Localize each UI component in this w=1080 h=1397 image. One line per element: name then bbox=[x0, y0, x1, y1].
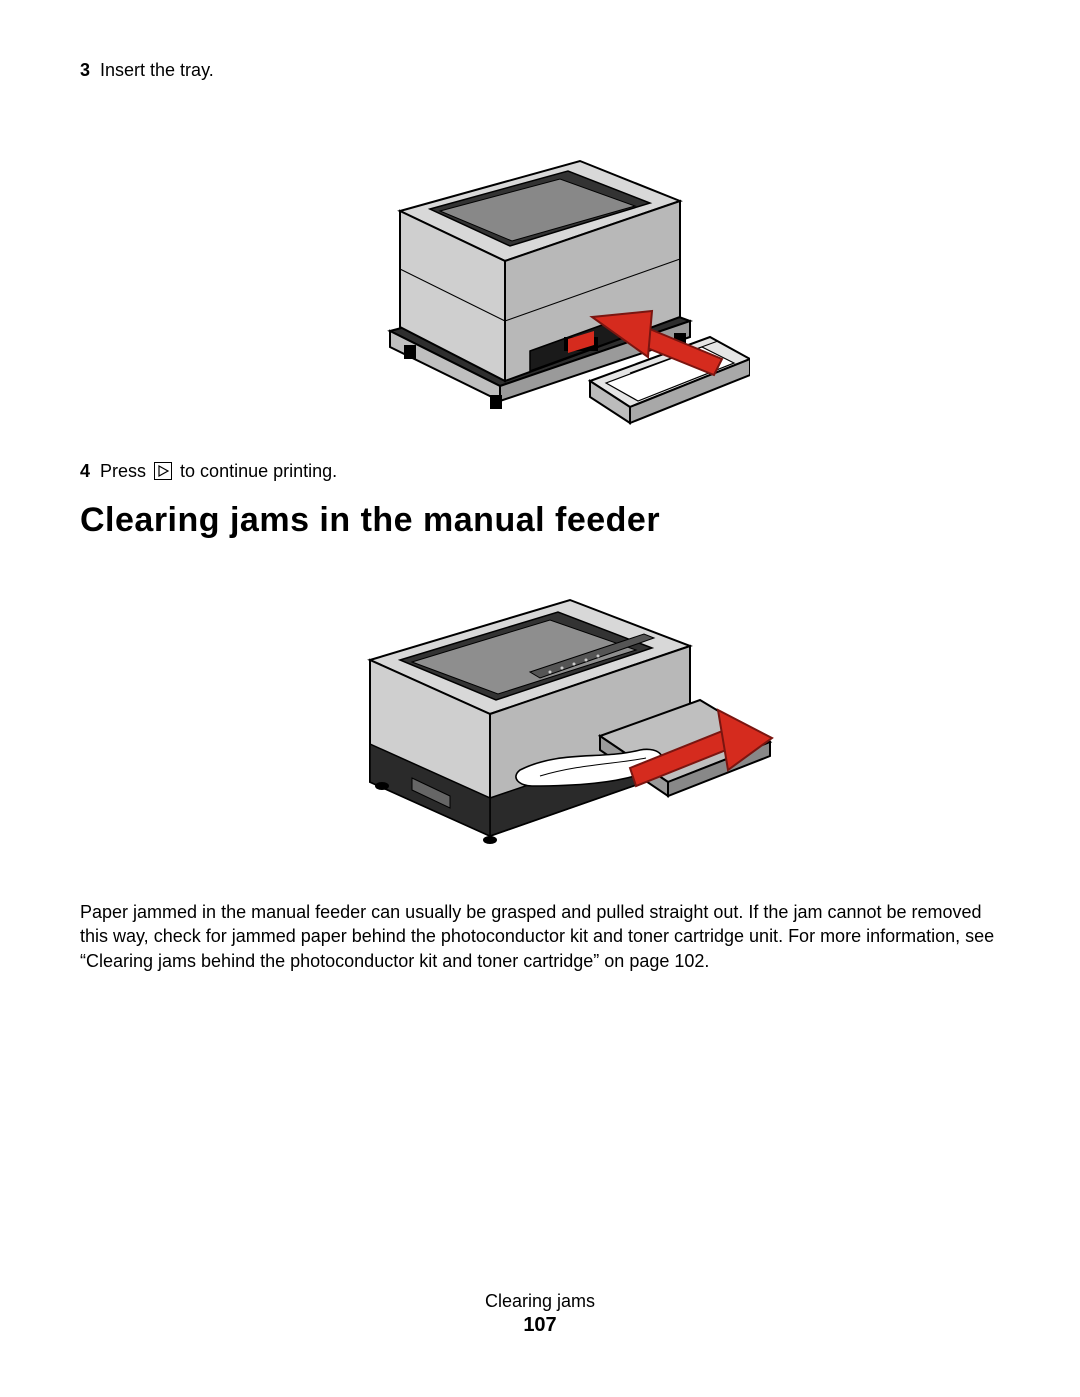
body-paragraph: Paper jammed in the manual feeder can us… bbox=[80, 900, 1000, 973]
page-footer: Clearing jams 107 bbox=[0, 1291, 1080, 1337]
figure-manual-feeder bbox=[80, 560, 1000, 870]
footer-page-number: 107 bbox=[0, 1314, 1080, 1337]
figure-insert-tray bbox=[80, 101, 1000, 431]
step-3-text: Insert the tray. bbox=[100, 60, 214, 81]
step-4-text: Press to continue printing. bbox=[100, 461, 337, 485]
step-3-number: 3 bbox=[80, 60, 90, 81]
step-4-prefix: Press bbox=[100, 461, 151, 481]
step-4-number: 4 bbox=[80, 461, 90, 482]
section-heading: Clearing jams in the manual feeder bbox=[80, 501, 1000, 540]
footer-section-label: Clearing jams bbox=[0, 1291, 1080, 1312]
step-4: 4 Press to continue printing. bbox=[80, 461, 1000, 485]
step-4-suffix: to continue printing. bbox=[180, 461, 337, 481]
step-3: 3 Insert the tray. bbox=[80, 60, 1000, 81]
play-button-icon bbox=[154, 462, 172, 485]
